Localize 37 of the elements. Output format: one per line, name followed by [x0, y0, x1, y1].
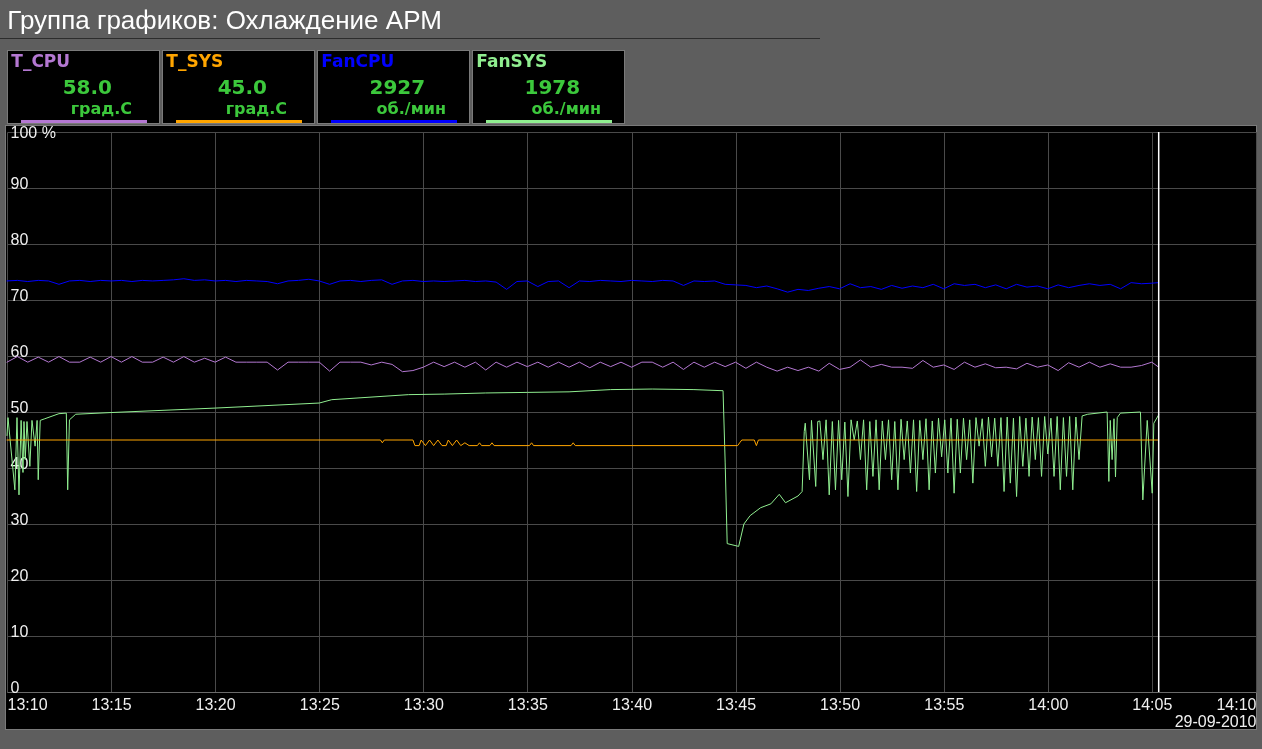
text: 1978	[524, 75, 581, 99]
x-tick-label: 13:15	[91, 695, 132, 713]
x-axis-title: 29-09-2010	[1174, 712, 1257, 730]
y-tick-label: 60	[10, 342, 29, 360]
y-tick-label: 90	[10, 174, 29, 192]
x-tick-label: 13:25	[299, 695, 340, 713]
text: об./мин	[531, 98, 602, 118]
x-tick-label: 13:10	[7, 695, 48, 713]
y-tick-label: 50	[10, 398, 29, 416]
text: 58.0	[62, 75, 112, 99]
x-tick-label: 14:00	[1028, 695, 1069, 713]
y-tick-label: 0	[10, 678, 20, 696]
text: град.С	[225, 98, 287, 118]
chart-title: Группа графиков: Охлаждение АРМ	[7, 5, 442, 36]
x-tick-label: 13:30	[403, 695, 444, 713]
text: T_CPU	[11, 51, 71, 72]
text: FanSYS	[476, 51, 548, 72]
y-tick-label: 10	[10, 622, 29, 640]
x-tick-label: 13:35	[507, 695, 548, 713]
y-tick-label: 80	[10, 230, 29, 248]
x-tick-label: 13:40	[611, 695, 653, 713]
y-tick-label: 70	[10, 286, 29, 304]
y-tick-label: 100 %	[10, 123, 56, 141]
x-tick-label: 13:20	[195, 695, 236, 713]
x-tick-label: 13:45	[716, 695, 757, 713]
x-tick-label: 14:05	[1132, 695, 1173, 713]
x-tick-label: 13:55	[924, 695, 965, 713]
text: T_SYS	[166, 51, 224, 72]
text: FanCPU	[321, 51, 395, 72]
x-tick-label: 13:50	[820, 695, 861, 713]
text: 2927	[369, 75, 426, 99]
y-tick-label: 30	[10, 510, 29, 528]
text: град.С	[70, 98, 132, 118]
y-tick-label: 20	[10, 566, 29, 584]
text: об./мин	[376, 98, 447, 118]
x-tick-label: 14:10	[1216, 695, 1257, 713]
text: 45.0	[217, 75, 267, 99]
